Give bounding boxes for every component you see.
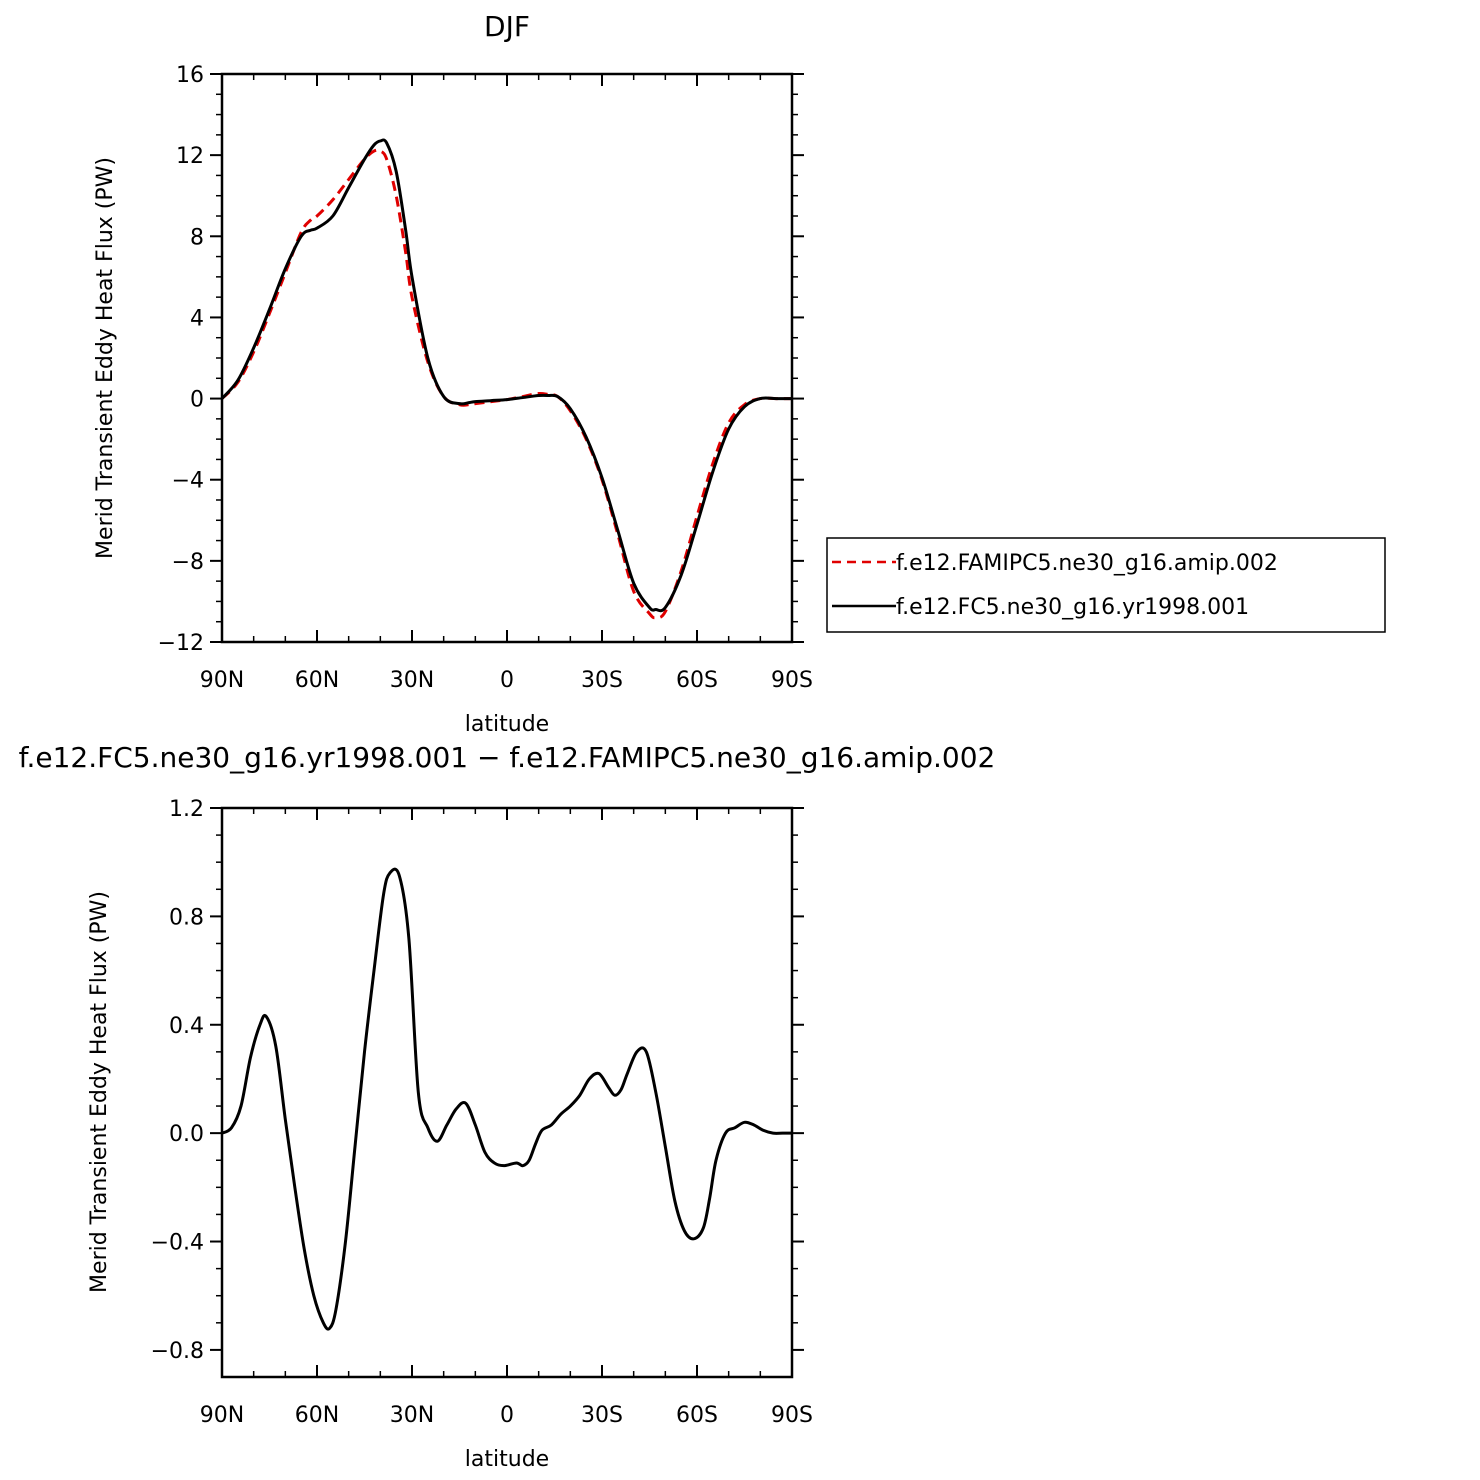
y-tick-label: −0.4 — [151, 1231, 204, 1256]
x-tick-label: 30S — [581, 668, 623, 693]
y-tick-label: −4 — [172, 469, 204, 494]
y-tick-label: −8 — [172, 550, 204, 575]
plot-frame — [220, 72, 794, 644]
y-tick-label: 0 — [190, 388, 204, 413]
x-tick-label: 90N — [200, 668, 244, 693]
x-tick-label: 30N — [390, 1403, 434, 1428]
y-tick-label: −12 — [158, 631, 204, 656]
legend: f.e12.FAMIPC5.ne30_g16.amip.002 f.e12.FC… — [826, 537, 1386, 633]
bottom-panel: f.e12.FC5.ne30_g16.yr1998.001 − f.e12.FA… — [19, 741, 996, 1472]
y-tick-label: 0.0 — [169, 1122, 204, 1147]
plot-frame — [220, 806, 794, 1379]
bottom-panel-plot: 90N 60N 30N 0 30S 60S 90S −0.8 −0.4 0.0 0.4 0.8 1.2 — [151, 797, 813, 1428]
top-panel-ylabel: Merid Transient Eddy Heat Flux (PW) — [93, 157, 118, 559]
y-tick-label: 1.2 — [169, 797, 204, 822]
x-tick-label: 60N — [295, 668, 339, 693]
x-tick-label: 30N — [390, 668, 434, 693]
bottom-panel-xlabel: latitude — [465, 1447, 549, 1472]
legend-box — [826, 537, 1386, 633]
x-tick-label: 60N — [295, 1403, 339, 1428]
legend-label-series-b: f.e12.FC5.ne30_g16.yr1998.001 — [896, 595, 1249, 620]
x-tick-label: 90N — [200, 1403, 244, 1428]
y-tick-label: 0.4 — [169, 1014, 204, 1039]
y-tick-label: 0.8 — [169, 905, 204, 930]
x-tick-label: 60S — [676, 1403, 718, 1428]
series-line-2 — [222, 138, 792, 613]
x-tick-label: 30S — [581, 1403, 623, 1428]
x-tick-label: 0 — [500, 668, 514, 693]
y-tick-label: 16 — [176, 63, 204, 88]
y-tick-label: 12 — [176, 144, 204, 169]
x-tick-label: 0 — [500, 1403, 514, 1428]
series-line-1 — [222, 148, 792, 620]
top-panel-plot: 90N 60N 30N 0 30S 60S 90S −12 −8 −4 0 4 8 12 16 — [158, 63, 813, 693]
y-tick-label: 8 — [190, 225, 204, 250]
bottom-panel-title: f.e12.FC5.ne30_g16.yr1998.001 − f.e12.FA… — [19, 741, 996, 774]
y-tick-label: 4 — [190, 306, 204, 331]
x-tick-label: 90S — [771, 1403, 813, 1428]
series-line-1 — [222, 867, 792, 1331]
bottom-panel-ylabel: Merid Transient Eddy Heat Flux (PW) — [87, 891, 112, 1293]
top-panel-title: DJF — [484, 10, 530, 43]
x-tick-label: 90S — [771, 668, 813, 693]
x-tick-label: 60S — [676, 668, 718, 693]
top-panel: DJF latitude Merid Transient Eddy Heat F… — [93, 10, 813, 737]
top-panel-xlabel: latitude — [465, 712, 549, 737]
y-tick-label: −0.8 — [151, 1339, 204, 1364]
legend-label-series-a: f.e12.FAMIPC5.ne30_g16.amip.002 — [896, 551, 1278, 576]
